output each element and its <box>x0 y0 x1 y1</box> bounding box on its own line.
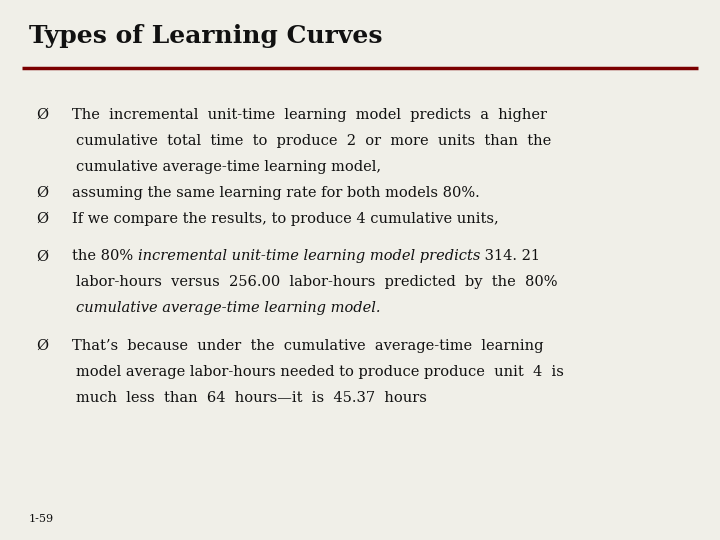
Text: cumulative average-time learning model,: cumulative average-time learning model, <box>76 160 381 174</box>
Text: 314. 21: 314. 21 <box>480 249 540 264</box>
Text: If we compare the results, to produce 4 cumulative units,: If we compare the results, to produce 4 … <box>72 212 499 226</box>
Text: Ø: Ø <box>36 339 48 353</box>
Text: model average labor-hours needed to produce produce  unit  4  is: model average labor-hours needed to prod… <box>76 365 564 379</box>
Text: Ø: Ø <box>36 108 48 122</box>
Text: The  incremental  unit-time  learning  model  predicts  a  higher: The incremental unit-time learning model… <box>72 108 547 122</box>
Text: Ø: Ø <box>36 186 48 200</box>
Text: assuming the same learning rate for both models 80%.: assuming the same learning rate for both… <box>72 186 480 200</box>
Text: labor-hours  versus  256.00  labor-hours  predicted  by  the  80%: labor-hours versus 256.00 labor-hours pr… <box>76 275 557 289</box>
Text: That’s  because  under  the  cumulative  average-time  learning: That’s because under the cumulative aver… <box>72 339 544 353</box>
Text: incremental unit-time learning model predicts: incremental unit-time learning model pre… <box>138 249 480 264</box>
Text: Ø: Ø <box>36 212 48 226</box>
Text: much  less  than  64  hours—it  is  45.37  hours: much less than 64 hours—it is 45.37 hour… <box>76 391 426 405</box>
Text: the 80%: the 80% <box>72 249 138 264</box>
Text: Types of Learning Curves: Types of Learning Curves <box>29 24 382 48</box>
Text: 1-59: 1-59 <box>29 514 54 524</box>
Text: Ø: Ø <box>36 249 48 264</box>
Text: cumulative  total  time  to  produce  2  or  more  units  than  the: cumulative total time to produce 2 or mo… <box>76 134 551 148</box>
Text: cumulative average-time learning model.: cumulative average-time learning model. <box>76 301 380 315</box>
